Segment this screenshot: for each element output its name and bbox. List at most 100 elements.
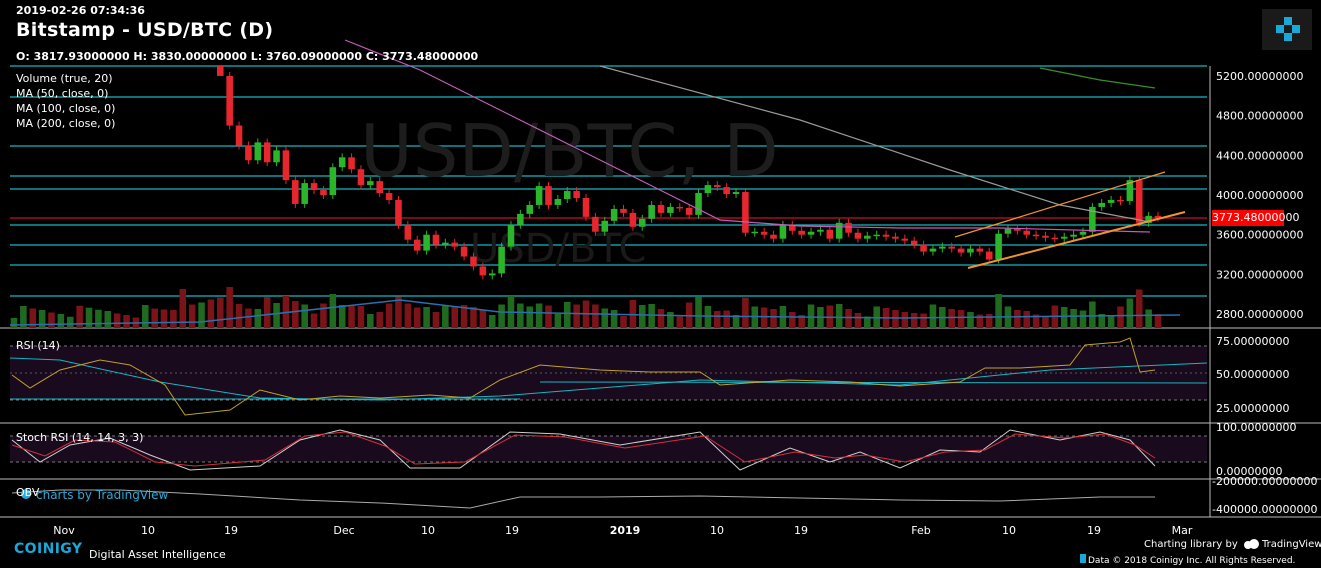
- volume-bar: [198, 302, 205, 328]
- volume-bar: [179, 289, 187, 328]
- obv-label[interactable]: OBV: [16, 486, 40, 499]
- volume-bar: [170, 310, 177, 328]
- rsi-label[interactable]: RSI (14): [16, 339, 60, 352]
- volume-bar: [423, 307, 430, 328]
- candle-body: [967, 248, 974, 253]
- volume-bar: [563, 302, 571, 328]
- timestamp: 2019-02-26 07:34:36: [16, 4, 145, 17]
- candle-body: [854, 232, 862, 239]
- candle-body: [535, 186, 543, 205]
- rsi-line: [11, 337, 1156, 416]
- candle-body: [901, 238, 909, 241]
- volume-bar: [479, 309, 487, 328]
- ma200-line: [1039, 67, 1156, 89]
- volume-bar: [995, 294, 1002, 328]
- volume-bar: [1135, 289, 1143, 328]
- volume-bar: [526, 306, 534, 328]
- volume-bar: [948, 309, 955, 328]
- tagline: Digital Asset Intelligence: [89, 548, 226, 561]
- x-tick-label: 10: [141, 524, 155, 537]
- candle-body: [470, 256, 477, 267]
- candle-body: [404, 224, 412, 240]
- volume-bar: [1023, 311, 1031, 328]
- candle-body: [348, 157, 355, 170]
- volume-bar: [638, 305, 646, 328]
- volume-bar: [292, 301, 299, 328]
- indicator-ma200-label[interactable]: MA (200, close, 0): [16, 117, 116, 130]
- volume-ma-line: [9, 299, 1181, 326]
- volume-bar: [235, 304, 243, 328]
- tradingview-text[interactable]: TradingView: [1262, 539, 1321, 550]
- volume-bar: [451, 306, 459, 328]
- x-tick-label: Mar: [1172, 524, 1193, 537]
- x-tick-label: Feb: [911, 524, 930, 537]
- watermark-text: USD/BTC, D: [360, 109, 779, 193]
- candle-body: [610, 208, 618, 221]
- volume-bar: [348, 306, 355, 328]
- volume-bar: [573, 304, 580, 328]
- volume-bar: [967, 312, 974, 328]
- x-tick-label: 10: [710, 524, 724, 537]
- candle-body: [985, 251, 993, 260]
- volume-bar: [695, 297, 702, 328]
- volume-bar: [957, 310, 965, 328]
- volume-bar: [85, 307, 93, 328]
- volume-bar: [432, 312, 440, 328]
- volume-bar: [1117, 306, 1124, 328]
- candle-body: [939, 246, 946, 249]
- candle-body: [1004, 228, 1012, 234]
- volume-bar: [301, 304, 308, 328]
- volume-bar: [442, 305, 449, 328]
- candle-body: [929, 248, 937, 252]
- indicator-ma50-label[interactable]: MA (50, close, 0): [16, 87, 109, 100]
- candle-body: [554, 198, 562, 205]
- volume-bar: [404, 303, 412, 328]
- coinigy-logo-icon[interactable]: [1262, 9, 1312, 50]
- x-axis-ticks: Nov 10 19 Dec 10 19 2019 10 19 Feb 10 19 Mar: [53, 524, 1193, 537]
- candle-body: [1070, 234, 1077, 237]
- candle-body: [338, 157, 346, 168]
- ma50-line: [344, 39, 1151, 233]
- candle-body: [704, 185, 712, 194]
- volume-bar: [1098, 314, 1106, 328]
- volume-bar: [732, 315, 740, 328]
- candle-body: [226, 75, 233, 126]
- volume-bar: [723, 310, 730, 328]
- volume-bar: [835, 304, 843, 328]
- candle-body: [892, 236, 899, 239]
- candle-body: [573, 191, 580, 198]
- volume-bar: [310, 313, 318, 328]
- candle-body: [413, 239, 421, 251]
- volume-bar: [854, 313, 862, 328]
- page-title: Bitstamp - USD/BTC (D): [16, 19, 274, 41]
- volume-bar: [367, 314, 374, 328]
- volume-bar: [320, 303, 327, 328]
- candle-body: [292, 180, 299, 204]
- volume-bar: [217, 297, 224, 328]
- candle-body: [807, 231, 815, 235]
- candle-body: [995, 233, 1002, 260]
- volume-bar: [910, 313, 918, 328]
- indicator-ma100-label[interactable]: MA (100, close, 0): [16, 102, 116, 115]
- volume-bar: [1089, 301, 1096, 328]
- volume-bar: [254, 309, 262, 328]
- volume-bar: [610, 310, 618, 328]
- stoch-rsi-label[interactable]: Stoch RSI (14, 14, 3, 3): [16, 431, 144, 444]
- volume-bar: [1145, 309, 1152, 328]
- candle-body: [432, 234, 440, 245]
- candle-body: [770, 234, 777, 239]
- candle-body: [517, 213, 524, 225]
- volume-bar: [385, 303, 393, 328]
- tradingview-icon: [1249, 539, 1259, 549]
- candle-body: [676, 206, 684, 209]
- volume-bar: [488, 315, 496, 328]
- x-tick-label: 19: [224, 524, 238, 537]
- volume-bar: [329, 294, 337, 328]
- stoch-k-line: [11, 429, 1156, 471]
- charts-by-tradingview-link[interactable]: charts by TradingView: [36, 488, 169, 502]
- indicator-volume-label[interactable]: Volume (true, 20): [16, 72, 113, 85]
- candle-body: [789, 224, 796, 231]
- volume-bar: [188, 304, 196, 328]
- coinigy-brand[interactable]: COINIGY: [14, 541, 83, 557]
- stoch-tick-label: 0.00000000: [1216, 465, 1282, 478]
